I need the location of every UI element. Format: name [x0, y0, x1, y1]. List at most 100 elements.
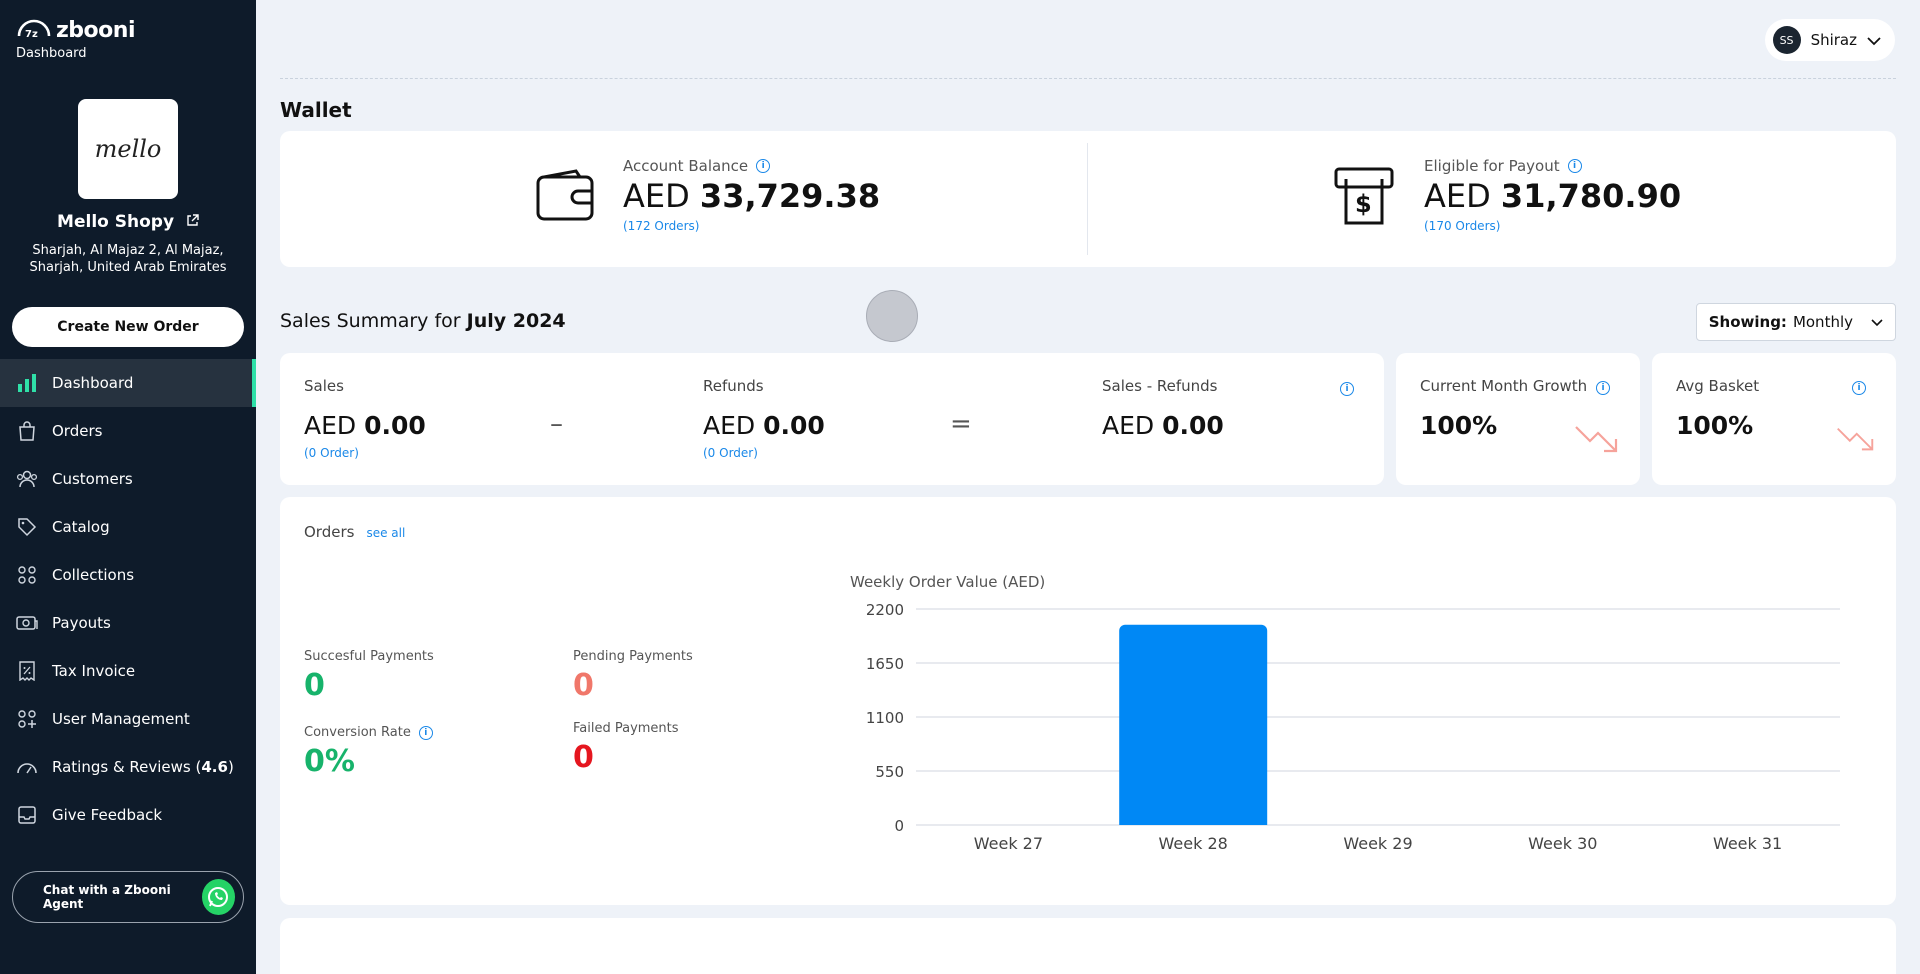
info-icon[interactable]: i	[1567, 159, 1582, 173]
sidebar-item-user-management[interactable]: User Management	[0, 695, 256, 743]
growth-label: Current Month Growth	[1420, 377, 1588, 395]
sales-label: Sales	[304, 377, 344, 395]
trend-down-icon	[1836, 425, 1874, 457]
x-tick-label: Week 27	[974, 834, 1043, 853]
eligible-payout-label: Eligible for Payout	[1424, 157, 1560, 175]
conversion-rate-value: 0%	[304, 744, 355, 779]
payout-icon	[16, 612, 38, 634]
eligible-payout-orders[interactable]: (170 Orders)	[1424, 219, 1501, 233]
brand-subtitle: Dashboard	[16, 46, 87, 61]
y-tick-label: 550	[875, 763, 904, 781]
x-tick-label: Week 29	[1343, 834, 1412, 853]
payout-bill-icon: $	[1334, 167, 1394, 229]
store-name: Mello Shopy	[57, 212, 175, 232]
minus-sign: –	[550, 409, 563, 439]
info-icon[interactable]: i	[418, 725, 433, 740]
sidebar-item-payouts[interactable]: Payouts	[0, 599, 256, 647]
info-icon[interactable]: i	[756, 159, 771, 173]
store-logo: mello	[78, 99, 178, 199]
store-logo-text: mello	[94, 135, 162, 163]
orders-card: Orders see all Succesful Payments 0 Pend…	[280, 497, 1896, 905]
brand[interactable]: 7z zbooni Dashboard	[16, 16, 135, 62]
sidebar-item-tax-invoice[interactable]: Tax Invoice	[0, 647, 256, 695]
receipt-icon	[16, 660, 38, 682]
pending-payments-label: Pending Payments	[573, 649, 693, 664]
tag-icon	[16, 516, 38, 538]
x-tick-label: Week 30	[1528, 834, 1597, 853]
info-icon[interactable]: i	[1852, 381, 1866, 395]
sidebar-item-give-feedback[interactable]: Give Feedback	[0, 791, 256, 839]
net-metric: Sales - Refunds AED 0.00	[1102, 377, 1224, 440]
growth-card: Current Month Growth i 100%	[1396, 353, 1640, 485]
sidebar-item-catalog[interactable]: Catalog	[0, 503, 256, 551]
wallet-divider	[1087, 143, 1088, 255]
whatsapp-icon	[201, 879, 235, 915]
sidebar-item-label: Catalog	[52, 518, 110, 536]
info-icon[interactable]: i	[1340, 382, 1354, 396]
refunds-orders[interactable]: (0 Order)	[703, 446, 758, 460]
user-name: Shiraz	[1810, 31, 1857, 49]
bar-chart-icon	[16, 372, 38, 394]
conversion-rate-label: Conversion Rate	[304, 725, 411, 740]
trend-down-icon	[1574, 423, 1618, 459]
showing-value: Monthly	[1792, 313, 1853, 331]
refunds-amount: 0.00	[763, 411, 825, 440]
info-icon[interactable]: i	[1596, 381, 1610, 395]
orders-title: Orders	[304, 523, 355, 541]
inbox-icon	[16, 804, 38, 826]
wallet-icon	[536, 169, 596, 227]
svg-text:7z: 7z	[25, 29, 38, 40]
net-amount: 0.00	[1162, 411, 1224, 440]
sales-amount: 0.00	[364, 411, 426, 440]
chat-agent-label: Chat with a Zbooni Agent	[43, 883, 171, 911]
growth-value: 100%	[1420, 411, 1498, 440]
users-icon	[16, 468, 38, 490]
wallet-title: Wallet	[280, 98, 352, 122]
avg-basket-card: Avg Basket i 100%	[1652, 353, 1896, 485]
sidebar-item-customers[interactable]: Customers	[0, 455, 256, 503]
sidebar-nav: Dashboard Orders Customers Catalog Colle…	[0, 359, 256, 839]
svg-text:$: $	[1355, 190, 1372, 218]
sales-card: Sales AED 0.00 (0 Order) – Refunds AED 0…	[280, 353, 1384, 485]
header-divider	[280, 78, 1896, 79]
account-balance-amount: 33,729.38	[699, 177, 881, 215]
sales-orders[interactable]: (0 Order)	[304, 446, 359, 460]
y-tick-label: 1650	[866, 655, 904, 673]
sidebar-item-collections[interactable]: Collections	[0, 551, 256, 599]
weekly-order-value-chart: 0 550 1100 1650 2200 Week 27 Week 28 Week 29 Wee…	[866, 601, 1840, 853]
avg-basket-label: Avg Basket	[1676, 377, 1760, 395]
create-new-order-button[interactable]: Create New Order	[12, 307, 244, 347]
summary-period: July 2024	[466, 310, 566, 332]
store-name-row[interactable]: Mello Shopy	[0, 212, 256, 232]
sidebar-item-label: Give Feedback	[52, 806, 163, 824]
bottom-card	[280, 918, 1896, 974]
sidebar-item-orders[interactable]: Orders	[0, 407, 256, 455]
failed-payments-value: 0	[573, 740, 594, 775]
see-all-link[interactable]: see all	[366, 526, 406, 540]
gauge-icon	[16, 756, 38, 778]
user-grid-icon	[16, 708, 38, 730]
grid-icon	[16, 564, 38, 586]
y-tick-label: 0	[894, 817, 904, 835]
sidebar-item-dashboard[interactable]: Dashboard	[0, 359, 256, 407]
account-balance-orders[interactable]: (172 Orders)	[623, 219, 700, 233]
bar-week-28	[1119, 624, 1268, 825]
period-select[interactable]: Showing: Monthly	[1695, 303, 1896, 341]
currency: AED	[1424, 177, 1491, 215]
failed-payments: Failed Payments 0	[573, 721, 679, 775]
chat-agent-button[interactable]: Chat with a Zbooni Agent	[12, 871, 244, 923]
currency: AED	[623, 177, 690, 215]
chevron-down-icon	[1871, 313, 1883, 331]
chart-title: Weekly Order Value (AED)	[850, 573, 1046, 591]
sidebar-item-ratings-reviews[interactable]: Ratings & Reviews (4.6)	[0, 743, 256, 791]
refunds-label: Refunds	[703, 377, 764, 395]
net-label: Sales - Refunds	[1102, 377, 1218, 395]
pending-payments-value: 0	[573, 668, 594, 703]
y-tick-label: 2200	[866, 601, 904, 619]
equals-sign: =	[950, 409, 972, 439]
external-link-icon[interactable]	[186, 212, 199, 232]
user-menu[interactable]: SS Shiraz	[1764, 19, 1895, 61]
failed-payments-label: Failed Payments	[573, 721, 679, 736]
sidebar-item-label: Ratings & Reviews (4.6)	[52, 758, 234, 776]
zbooni-logo-icon: 7z	[16, 16, 52, 44]
